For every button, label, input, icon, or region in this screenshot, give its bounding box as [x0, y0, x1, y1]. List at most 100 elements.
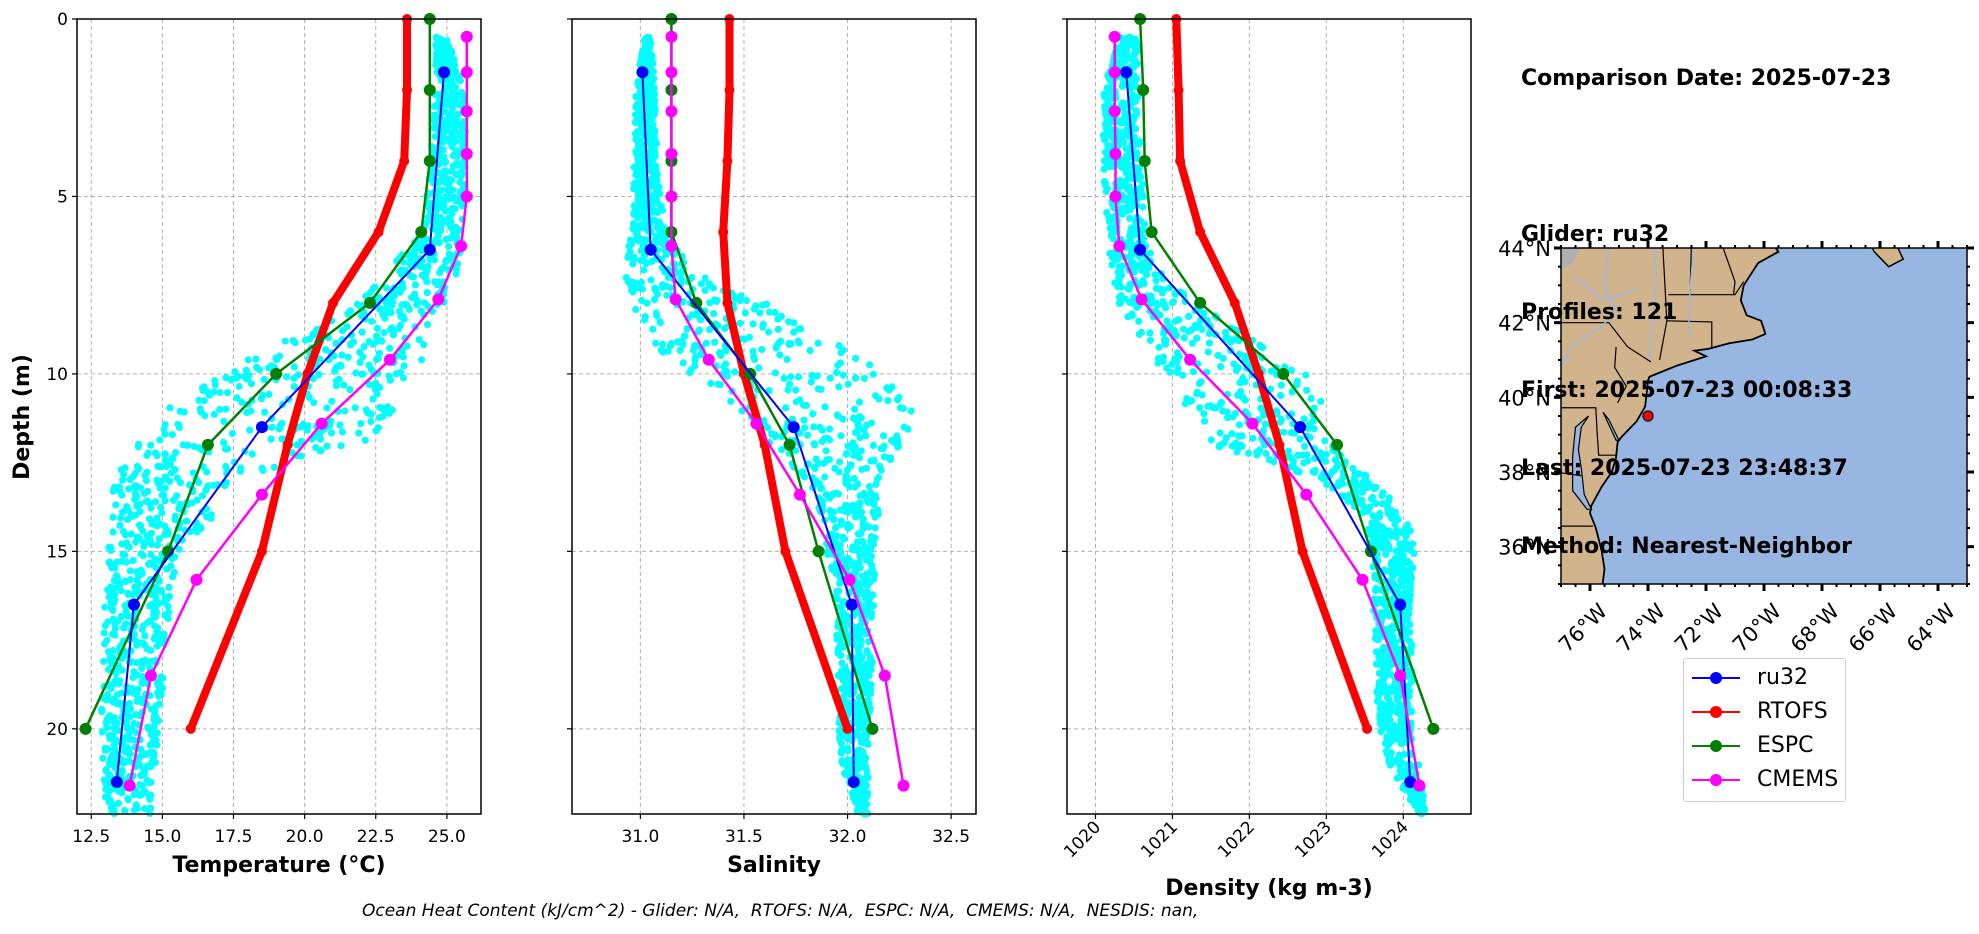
- scatter-point: [388, 298, 397, 306]
- scatter-point: [150, 635, 159, 643]
- scatter-point: [646, 160, 654, 168]
- scatter-point: [1152, 284, 1160, 292]
- scatter-point: [183, 517, 191, 525]
- scatter-point: [867, 537, 875, 545]
- scatter-point: [1398, 571, 1406, 580]
- scatter-point: [1135, 164, 1143, 172]
- scatter-point: [380, 329, 388, 337]
- scatter-point: [338, 428, 347, 436]
- scatter-point: [164, 530, 172, 538]
- x-tick-label: 15.0: [143, 827, 181, 847]
- scatter-point: [1311, 466, 1319, 474]
- scatter-point: [1377, 657, 1385, 666]
- scatter-point: [888, 436, 896, 445]
- scatter-point: [1159, 353, 1168, 361]
- scatter-point: [134, 443, 142, 451]
- scatter-point: [403, 302, 411, 310]
- scatter-point: [160, 491, 168, 499]
- scatter-point: [130, 791, 138, 799]
- scatter-point: [1130, 63, 1138, 71]
- river: [1561, 248, 1617, 370]
- scatter-point: [743, 296, 751, 305]
- scatter-point: [642, 36, 650, 44]
- scatter-point: [1379, 489, 1387, 497]
- series-marker-cmems: [1109, 190, 1122, 203]
- scatter-point: [450, 223, 458, 231]
- map-lat-label: 38°N: [1498, 461, 1551, 485]
- scatter-point: [158, 509, 166, 517]
- scatter-point: [369, 395, 377, 403]
- scatter-point: [134, 533, 142, 541]
- scatter-point: [1386, 761, 1394, 769]
- scatter-point: [453, 121, 461, 129]
- scatter-point: [328, 397, 336, 405]
- scatter-point: [835, 587, 843, 595]
- scatter-point: [357, 420, 365, 428]
- scatter-point: [124, 506, 132, 514]
- scatter-point: [865, 700, 873, 708]
- scatter-point: [1403, 557, 1412, 565]
- series-marker-rtofs: [328, 297, 339, 308]
- scatter-point: [877, 466, 885, 474]
- scatter-point: [894, 443, 902, 451]
- scatter-point: [355, 429, 363, 437]
- scatter-point: [832, 570, 841, 578]
- scatter-point: [420, 341, 428, 349]
- state-border: [1666, 320, 1713, 349]
- scatter-point: [645, 63, 654, 71]
- state-border: [1561, 472, 1582, 477]
- scatter-point: [1103, 84, 1111, 92]
- scatter-point: [420, 299, 428, 307]
- land-layer: [1561, 248, 1905, 584]
- series-marker-espc: [201, 438, 214, 451]
- scatter-point: [811, 464, 819, 473]
- scatter-point: [1121, 177, 1129, 185]
- scatter-point: [782, 404, 790, 412]
- scatter-point: [636, 197, 644, 205]
- scatter-point: [117, 612, 125, 621]
- scatter-point: [1141, 258, 1149, 266]
- scatter-point: [859, 723, 867, 731]
- scatter-point: [820, 435, 829, 443]
- x-axis-label: Density (kg m-3): [1165, 876, 1373, 901]
- scatter-point: [153, 514, 161, 522]
- scatter-point: [659, 281, 667, 289]
- scatter-point: [640, 236, 648, 244]
- scatter-point: [1233, 448, 1241, 456]
- scatter-point: [1374, 636, 1382, 644]
- scatter-point: [432, 58, 441, 66]
- scatter-point: [1388, 683, 1396, 691]
- scatter-point: [126, 567, 134, 575]
- scatter-point: [856, 641, 865, 650]
- scatter-point: [1237, 387, 1245, 396]
- series-marker-cmems: [1413, 779, 1426, 792]
- scatter-point: [121, 758, 129, 766]
- scatter-point: [821, 473, 829, 481]
- y-tick-label: 15: [46, 542, 68, 562]
- scatter-point: [1323, 480, 1331, 488]
- scatter-point: [1200, 410, 1208, 418]
- scatter-point: [411, 281, 420, 289]
- scatter-point: [256, 366, 264, 374]
- series-marker-ru32: [423, 243, 436, 256]
- scatter-point: [727, 397, 735, 405]
- scatter-point: [875, 473, 883, 482]
- scatter-point: [432, 111, 440, 119]
- scatter-point: [1235, 421, 1243, 429]
- scatter-point: [189, 469, 197, 477]
- scatter-point: [689, 346, 698, 354]
- scatter-point: [784, 386, 792, 394]
- series-marker-rtofs: [373, 226, 384, 237]
- scatter-point: [109, 528, 117, 536]
- series-marker-cmems: [1394, 669, 1407, 682]
- scatter-point: [1108, 231, 1116, 239]
- scatter-point: [411, 290, 419, 298]
- scatter-point: [869, 602, 878, 610]
- scatter-point: [844, 747, 852, 755]
- scatter-point: [1185, 312, 1193, 320]
- scatter-point: [115, 680, 123, 688]
- scatter-point: [268, 415, 276, 423]
- scatter-point: [140, 771, 148, 779]
- scatter-point: [846, 690, 854, 699]
- scatter-point: [375, 349, 383, 357]
